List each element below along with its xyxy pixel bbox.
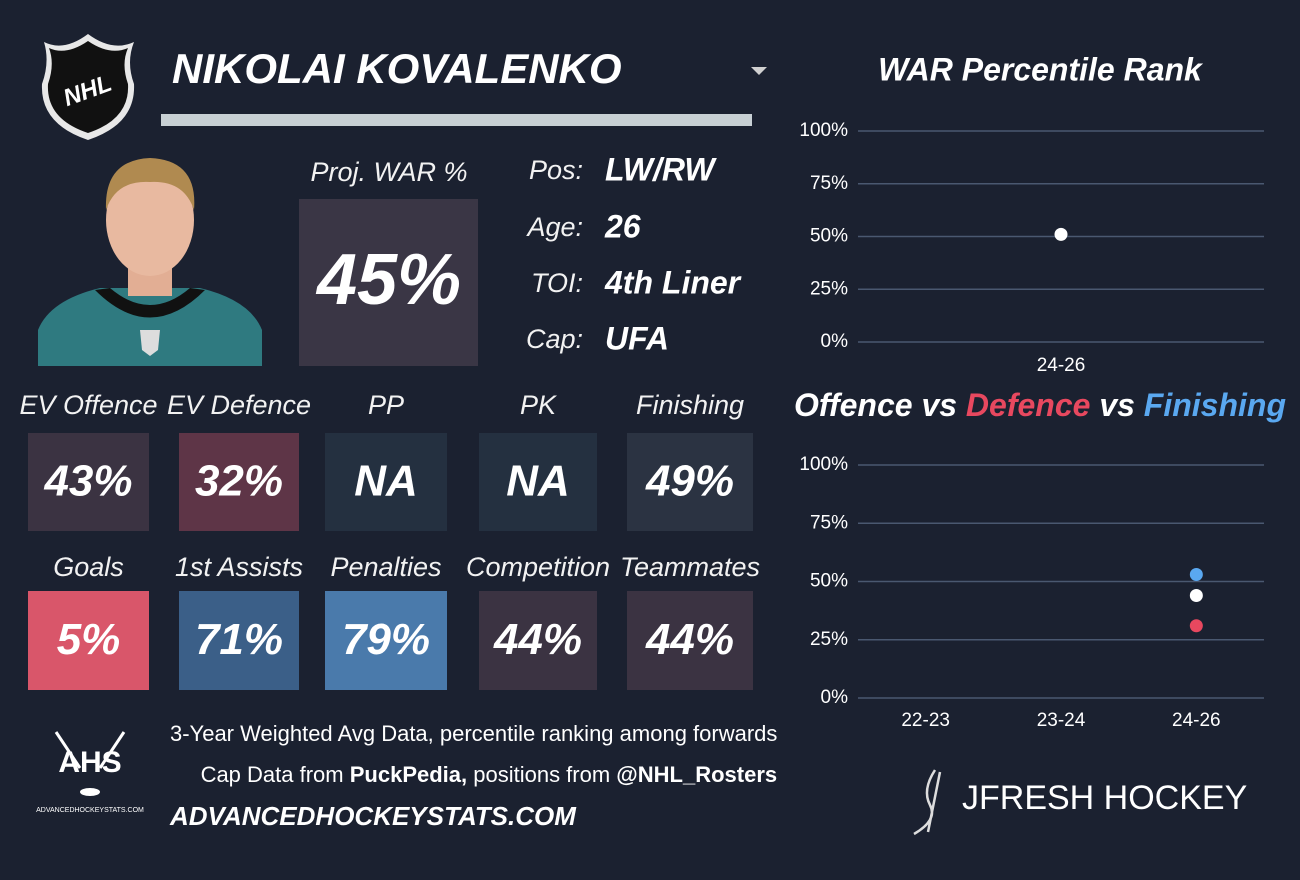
x-tick-label: 23-24 (1037, 710, 1086, 731)
player-dropdown[interactable] (751, 67, 767, 75)
jfresh-logo: JFRESH HOCKEY (913, 769, 1247, 836)
bio-label: TOI: (531, 268, 583, 298)
chart-title: WAR Percentile Rank (878, 51, 1204, 87)
y-tick-label: 100% (799, 120, 848, 141)
tile-value: NA (506, 457, 570, 506)
tile-label: Penalties (330, 552, 441, 582)
tile-box (479, 433, 597, 531)
projection-box (299, 199, 478, 366)
y-tick-label: 75% (810, 512, 848, 533)
nhl-logo: NHL (41, 34, 135, 140)
title-series: Finishing (1144, 387, 1286, 423)
tile-label: EV Offence (19, 390, 157, 420)
y-tick-label: 0% (821, 331, 849, 352)
credit-text: positions from (467, 762, 616, 787)
tile-box (627, 591, 753, 690)
tile-box (179, 591, 299, 690)
tile-box (325, 433, 447, 531)
y-tick-label: 0% (821, 687, 849, 708)
player-name: NIKOLAI KOVALENKO (172, 45, 622, 92)
y-tick-label: 50% (810, 226, 848, 247)
title-series: Defence (966, 387, 1091, 423)
title-joiner: vs (913, 387, 966, 423)
title-joiner: vs (1090, 387, 1143, 423)
tile-box (28, 591, 149, 690)
tile-label: PK (520, 390, 557, 420)
point (1189, 568, 1203, 582)
point (1189, 619, 1203, 633)
bio-value: 4th Liner (604, 264, 742, 300)
tile-value: 32% (195, 457, 283, 506)
tile-value: 49% (645, 457, 734, 506)
tile-value: 43% (43, 457, 132, 506)
tile-value: 44% (493, 615, 582, 664)
tile-label: PP (368, 390, 404, 420)
tile-label: Competition (466, 552, 610, 582)
footer-credits: Cap Data from PuckPedia, positions from … (170, 762, 795, 787)
tile-value: 71% (195, 615, 283, 664)
point (1189, 588, 1203, 602)
tile-label: EV Defence (167, 390, 311, 420)
tile-box (479, 591, 597, 690)
name-underline (161, 114, 752, 126)
tile-value: NA (354, 457, 418, 506)
tile-label: Finishing (636, 390, 744, 420)
bio-value: 26 (604, 208, 641, 244)
tile-box (627, 433, 753, 531)
tile-value: 44% (645, 615, 734, 664)
projection-label: Proj. WAR % (310, 157, 467, 187)
title-series: Offence (794, 387, 913, 423)
tile-box (28, 433, 149, 531)
footer-note: 3-Year Weighted Avg Data, percentile ran… (170, 721, 777, 746)
y-tick-label: 75% (810, 173, 848, 194)
brand-text: JFRESH HOCKEY (962, 779, 1247, 817)
player-photo (38, 152, 262, 366)
chart-title: Offence vs Defence vs Finishing (794, 387, 1286, 423)
ahs-logo: AHS ADVANCEDHOCKEYSTATS.COM (36, 731, 144, 814)
credit-source: PuckPedia, (350, 762, 467, 787)
tile-label: Teammates (620, 552, 760, 582)
projection-value: 45% (315, 240, 461, 320)
point (1054, 227, 1068, 241)
ahs-logo-subtext: ADVANCEDHOCKEYSTATS.COM (36, 807, 144, 814)
tile-box (325, 591, 447, 690)
website: ADVANCEDHOCKEYSTATS.COM (169, 801, 577, 831)
credit-source: @NHL_Rosters (616, 762, 777, 787)
bio-label: Cap: (526, 324, 583, 354)
tile-box (179, 433, 299, 531)
y-tick-label: 25% (810, 278, 848, 299)
tile-value: 5% (57, 615, 121, 664)
tile-label: Goals (53, 552, 124, 582)
bio-value: LW/RW (605, 151, 717, 187)
y-tick-label: 25% (810, 629, 848, 650)
y-tick-label: 100% (799, 454, 848, 475)
tile-label: 1st Assists (175, 552, 303, 582)
bio-value: UFA (605, 320, 669, 356)
y-tick-label: 50% (810, 571, 848, 592)
x-tick-label: 24-26 (1172, 710, 1221, 731)
bio-label: Pos: (529, 155, 583, 185)
bio-label: Age: (525, 212, 583, 242)
x-tick-label: 24-26 (1037, 355, 1086, 376)
tile-value: 79% (342, 615, 430, 664)
ahs-logo-text: AHS (58, 746, 121, 779)
x-tick-label: 22-23 (901, 710, 950, 731)
credit-text: Cap Data from (201, 762, 350, 787)
